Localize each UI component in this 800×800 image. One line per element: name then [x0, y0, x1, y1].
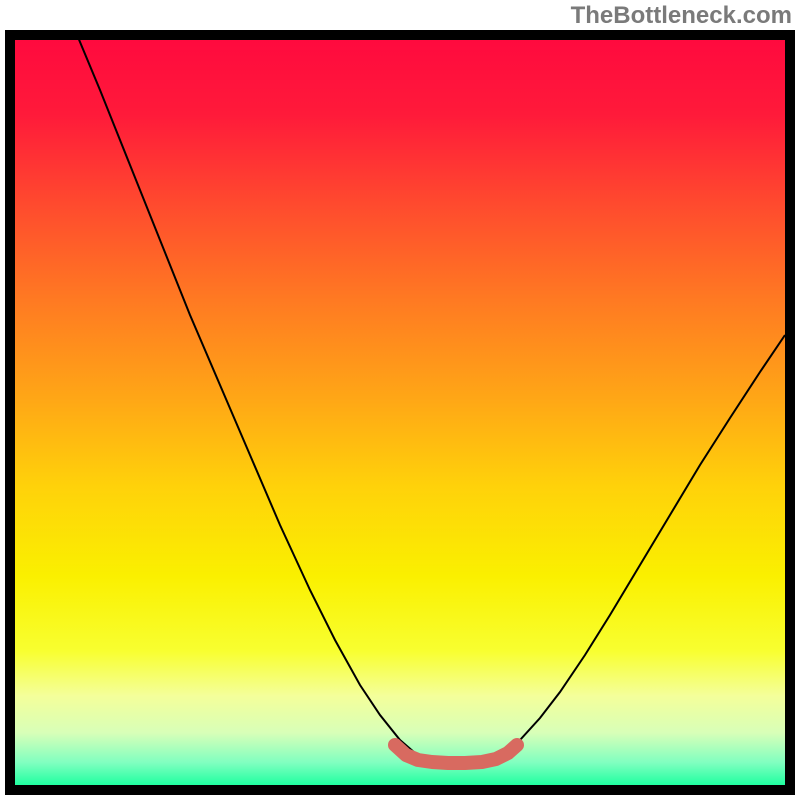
plot-border — [5, 30, 795, 795]
chart-stage: TheBottleneck.com — [0, 0, 800, 800]
watermark-text: TheBottleneck.com — [571, 2, 792, 30]
